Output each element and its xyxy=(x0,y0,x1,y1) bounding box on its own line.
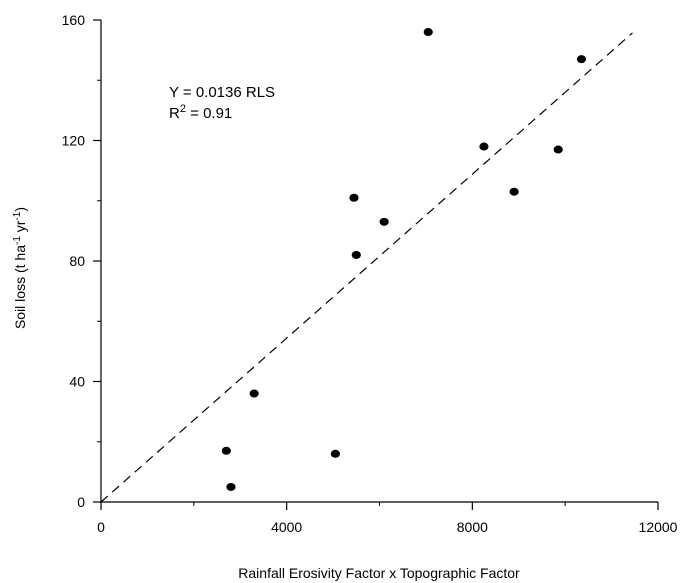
x-ticks: 0 4000 8000 12000 xyxy=(97,502,678,535)
data-point xyxy=(423,28,433,37)
y-axis-title: Soil loss (t ha-1 yr-1) xyxy=(12,207,29,329)
data-point xyxy=(576,55,587,64)
data-point xyxy=(221,446,231,455)
data-point xyxy=(553,145,563,154)
y-tick-label: 0 xyxy=(77,494,85,510)
regression-line xyxy=(100,32,633,503)
y-tick-label: 80 xyxy=(69,253,85,269)
y-tick-label: 40 xyxy=(69,374,85,390)
data-point xyxy=(249,389,259,398)
x-tick-label: 12000 xyxy=(639,519,678,535)
y-tick-label: 160 xyxy=(62,12,86,28)
y-ticks: 0 40 80 120 160 xyxy=(62,12,101,510)
x-axis-title: Rainfall Erosivity Factor x Topographic … xyxy=(238,565,520,581)
x-tick-label: 8000 xyxy=(457,519,488,535)
r-squared-annotation: R2 = 0.91 xyxy=(169,103,232,122)
equation-annotation: Y = 0.0136 RLS xyxy=(169,84,275,101)
data-point xyxy=(349,193,359,202)
data-point xyxy=(330,449,341,458)
y-tick-label: 120 xyxy=(62,133,86,149)
x-tick-label: 0 xyxy=(97,519,105,535)
data-point xyxy=(226,482,236,491)
data-point xyxy=(509,187,519,196)
data-points xyxy=(221,28,587,491)
x-tick-label: 4000 xyxy=(271,519,302,535)
data-point xyxy=(479,142,489,151)
data-point xyxy=(351,250,361,259)
data-point xyxy=(379,217,389,226)
